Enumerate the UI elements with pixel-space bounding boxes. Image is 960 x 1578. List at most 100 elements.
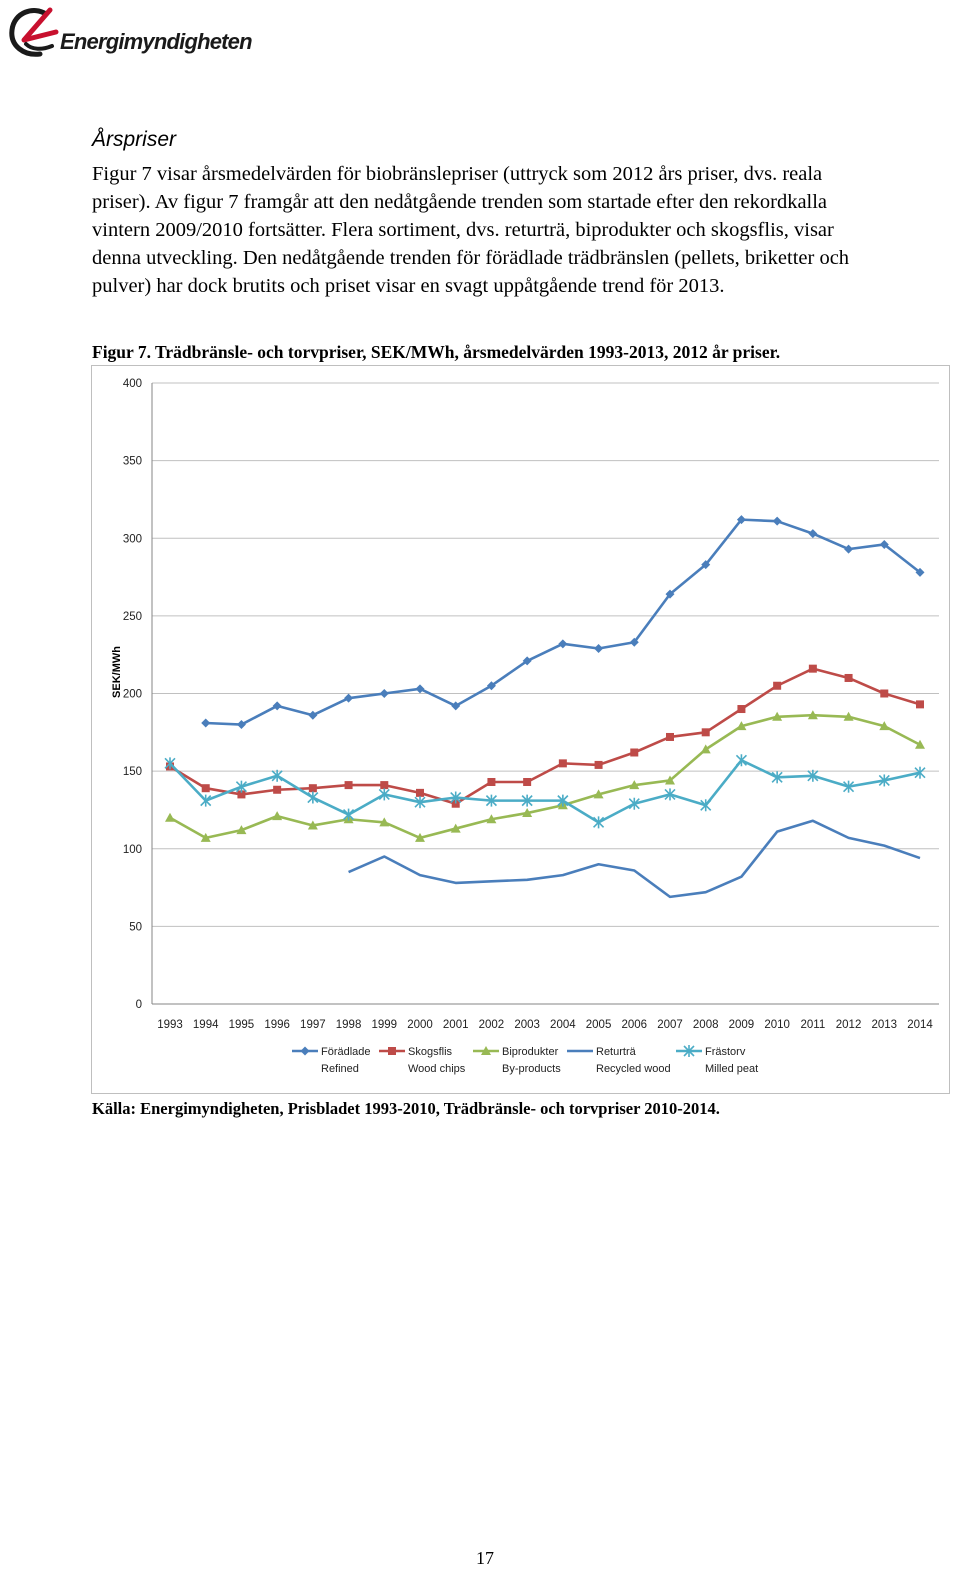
section-heading: Årspriser xyxy=(92,128,177,151)
x-tick-label: 1996 xyxy=(264,1019,290,1031)
data-point xyxy=(807,710,818,720)
data-point xyxy=(416,788,424,797)
series-returträ xyxy=(348,819,921,899)
legend-label-en: Recycled wood xyxy=(596,1063,671,1075)
data-point xyxy=(878,774,890,787)
series-line xyxy=(169,667,921,806)
series-line xyxy=(348,819,921,899)
data-point xyxy=(521,794,533,807)
x-tick-label: 2001 xyxy=(443,1019,469,1031)
data-point xyxy=(771,771,783,784)
data-point xyxy=(914,766,926,779)
data-point xyxy=(201,784,210,793)
data-point xyxy=(378,788,390,801)
data-point xyxy=(273,785,282,794)
page-number: 17 xyxy=(476,1548,494,1568)
y-tick-label: 0 xyxy=(136,999,142,1011)
x-tick-label: 1998 xyxy=(336,1019,362,1031)
x-tick-label: 2003 xyxy=(514,1019,540,1031)
series-lines xyxy=(164,515,926,899)
legend-label: Frästorv xyxy=(705,1046,746,1058)
data-point xyxy=(701,728,710,737)
data-point xyxy=(486,814,497,824)
x-tick-label: 2012 xyxy=(836,1019,862,1031)
data-point xyxy=(486,681,496,691)
data-point xyxy=(915,567,925,577)
data-point xyxy=(165,812,175,822)
data-point xyxy=(308,784,317,793)
x-tick-label: 1997 xyxy=(300,1019,326,1031)
series-frästorv xyxy=(164,754,926,829)
legend-item: Skogsflis Wood chips xyxy=(379,1046,466,1075)
data-point xyxy=(808,529,818,539)
gridlines xyxy=(151,382,939,1005)
data-point xyxy=(844,673,853,682)
data-point xyxy=(843,711,854,721)
data-point xyxy=(808,664,817,673)
figure-caption: Figur 7. Trädbränsle- och torvpriser, SE… xyxy=(92,342,781,362)
data-point xyxy=(481,1046,491,1055)
data-point xyxy=(415,684,425,694)
legend: Förädlade Refined Skogsflis Wood chips Bipro… xyxy=(292,1045,758,1075)
data-point xyxy=(735,754,747,767)
data-point xyxy=(237,790,246,799)
data-point xyxy=(451,799,460,808)
x-tick-label: 2004 xyxy=(550,1019,576,1031)
data-point xyxy=(629,780,640,790)
data-point xyxy=(557,794,569,807)
data-point xyxy=(773,681,782,690)
data-point xyxy=(879,539,889,549)
legend-label-en: By-products xyxy=(502,1063,561,1075)
data-point xyxy=(701,560,711,570)
data-point xyxy=(379,817,390,827)
data-point xyxy=(843,780,855,793)
data-point xyxy=(683,1045,695,1057)
series-line xyxy=(169,758,921,824)
data-point xyxy=(737,705,746,714)
data-point xyxy=(236,825,247,835)
data-point xyxy=(558,759,567,768)
data-point xyxy=(523,777,532,786)
data-point xyxy=(700,799,712,812)
data-point xyxy=(307,820,318,830)
energimyndigheten-logo: Energimyndigheten xyxy=(6,4,266,64)
data-point xyxy=(666,732,674,741)
data-point xyxy=(485,794,497,807)
x-tick-label: 2000 xyxy=(407,1019,433,1031)
data-point xyxy=(593,789,604,799)
data-point xyxy=(594,643,604,653)
data-point xyxy=(628,797,640,810)
data-point xyxy=(664,788,676,801)
data-point xyxy=(736,515,746,525)
legend-item: Frästorv Milled peat xyxy=(676,1045,758,1075)
series-förädlade xyxy=(201,515,925,730)
data-point xyxy=(201,718,211,728)
data-point xyxy=(807,769,819,782)
data-point xyxy=(380,781,389,790)
data-point xyxy=(308,710,318,720)
data-point xyxy=(772,516,782,526)
data-point xyxy=(344,781,353,790)
data-point xyxy=(629,637,639,647)
x-tick-label: 2010 xyxy=(764,1019,790,1031)
y-tick-label: 200 xyxy=(123,689,142,701)
data-point xyxy=(272,701,282,711)
x-tick-label: 2007 xyxy=(657,1019,683,1031)
logo-mark-icon xyxy=(9,7,59,57)
data-point xyxy=(388,1047,396,1055)
x-tick-label: 1994 xyxy=(193,1019,219,1031)
legend-item: Biprodukter By-products xyxy=(473,1046,561,1075)
data-point xyxy=(522,656,532,666)
data-point xyxy=(451,701,461,711)
y-tick-label: 350 xyxy=(123,456,142,468)
data-point xyxy=(414,796,426,809)
data-point xyxy=(630,748,639,757)
data-point xyxy=(665,589,675,599)
x-tick-label: 1999 xyxy=(371,1019,397,1031)
y-tick-label: 300 xyxy=(123,533,142,545)
data-point xyxy=(915,739,925,749)
y-tick-label: 400 xyxy=(123,378,142,390)
x-tick-label: 2009 xyxy=(729,1019,755,1031)
y-axis-label: SEK/MWh xyxy=(111,646,123,698)
